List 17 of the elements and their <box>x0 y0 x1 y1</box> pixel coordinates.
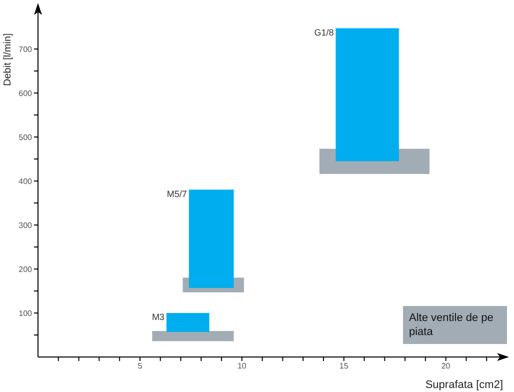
y-tick-label: 300 <box>18 220 33 230</box>
y-tick-label: 200 <box>18 264 33 274</box>
y-tick-label: 500 <box>18 132 33 142</box>
y-tick-label: 100 <box>18 308 33 318</box>
annotation: M5/7 <box>166 188 187 199</box>
y-tick-label: 700 <box>18 44 33 54</box>
text: Alte ventile de pe piata <box>403 306 507 344</box>
y-tick-label: 600 <box>18 88 33 98</box>
y-tick-label: 400 <box>18 176 33 186</box>
x-tick-label: 20 <box>441 362 451 371</box>
x-tick-label: 15 <box>339 362 349 371</box>
x-axis-title: Suprafata [cm2] <box>425 379 503 391</box>
x-tick-label: 10 <box>237 362 247 371</box>
annotation: M3 <box>152 312 164 322</box>
x-tick-label: 5 <box>138 362 143 371</box>
y-axis-title: Debit [l/min] <box>2 32 14 86</box>
annotation: G1/8 <box>314 27 334 38</box>
